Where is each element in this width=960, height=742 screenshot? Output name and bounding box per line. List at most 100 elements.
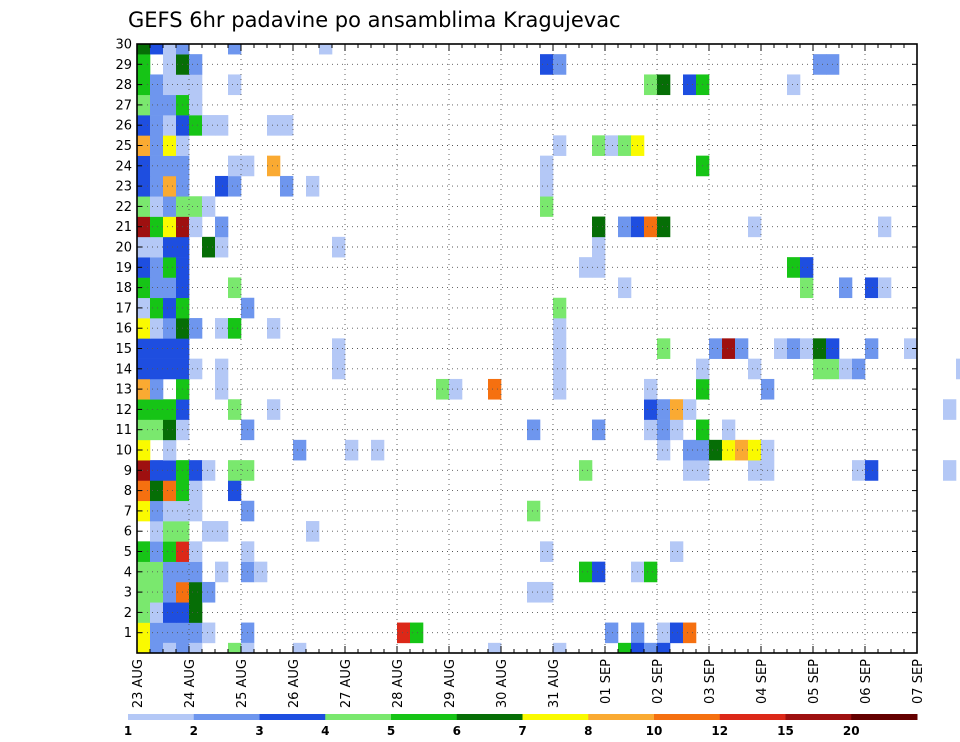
y-tick-label: 27 — [115, 98, 132, 113]
heatmap-cell — [150, 419, 164, 441]
heatmap-cell — [163, 642, 177, 654]
heatmap-cell — [150, 257, 164, 278]
y-tick-label: 11 — [115, 423, 132, 438]
heatmap-cell — [202, 236, 216, 258]
heatmap-cell — [748, 358, 762, 380]
heatmap-cell — [137, 460, 151, 481]
heatmap-cell — [865, 460, 879, 481]
heatmap-cell — [254, 561, 268, 583]
x-tick-label: 27 AUG — [339, 659, 354, 708]
heatmap-cell — [800, 338, 814, 359]
colorbar-label: 2 — [190, 724, 198, 738]
heatmap-cell — [683, 399, 697, 420]
heatmap-cell — [163, 74, 177, 96]
heatmap-cell — [527, 581, 541, 603]
heatmap-cell — [163, 521, 177, 542]
heatmap-cell — [137, 155, 151, 177]
colorbar-label: 10 — [646, 724, 663, 738]
heatmap-cell — [189, 74, 203, 96]
heatmap-cell — [150, 196, 164, 217]
heatmap-cell — [579, 460, 593, 481]
heatmap-cell — [813, 338, 827, 359]
y-tick-label: 30 — [115, 38, 132, 53]
x-tick-label: 30 AUG — [495, 659, 510, 708]
heatmap-cell — [163, 561, 177, 583]
colorbar-segment — [851, 714, 918, 720]
heatmap-cell — [163, 480, 177, 502]
x-tick-label: 31 AUG — [547, 659, 562, 708]
heatmap-cell — [228, 155, 242, 177]
heatmap-cell — [657, 622, 671, 644]
colorbar-label: 7 — [518, 724, 526, 738]
heatmap-cell — [150, 521, 164, 542]
heatmap-cell — [150, 602, 164, 623]
heatmap-cell — [150, 135, 164, 156]
y-tick-label: 16 — [115, 322, 132, 337]
heatmap-cell — [150, 94, 164, 116]
heatmap-cell — [280, 115, 294, 136]
y-tick-label: 29 — [115, 58, 132, 73]
heatmap-cell — [800, 277, 814, 299]
heatmap-cell — [163, 541, 177, 562]
heatmap-cell — [189, 642, 203, 654]
heatmap-cell — [150, 236, 164, 258]
heatmap-cell — [150, 297, 164, 319]
heatmap-cell — [553, 297, 567, 319]
heatmap-cell — [397, 622, 411, 644]
heatmap-cell — [956, 358, 960, 380]
heatmap-cell — [657, 642, 671, 654]
heatmap-cell — [332, 338, 346, 359]
y-tick-label: 28 — [115, 78, 132, 93]
heatmap-cell — [137, 257, 151, 278]
x-tick-label: 01 SEP — [599, 659, 614, 704]
heatmap-cell — [163, 236, 177, 258]
heatmap-cell — [150, 541, 164, 562]
heatmap-cell — [657, 419, 671, 441]
x-tick-label: 25 AUG — [235, 659, 250, 708]
heatmap-cell — [189, 196, 203, 217]
heatmap-cell — [215, 521, 229, 542]
x-tick-label: 02 SEP — [651, 659, 666, 704]
heatmap-cell — [137, 602, 151, 623]
colorbar-segment — [588, 714, 655, 720]
heatmap-cell — [137, 175, 151, 197]
heatmap-cell — [215, 115, 229, 136]
y-tick-label: 5 — [124, 545, 132, 560]
heatmap-cell — [189, 460, 203, 481]
heatmap-cell — [644, 378, 658, 400]
heatmap-cell — [293, 439, 307, 461]
heatmap-cell — [137, 561, 151, 583]
heatmap-cell — [137, 642, 151, 654]
heatmap-cell — [215, 358, 229, 380]
heatmap-cell — [657, 399, 671, 420]
heatmap-cell — [137, 135, 151, 156]
heatmap-cell — [618, 216, 632, 238]
heatmap-cell — [592, 216, 606, 238]
heatmap-cell — [150, 277, 164, 299]
heatmap-cell — [189, 216, 203, 238]
heatmap-cell — [735, 439, 749, 461]
heatmap-cell — [150, 216, 164, 238]
x-tick-label: 29 AUG — [443, 659, 458, 708]
heatmap-cell — [332, 358, 346, 380]
colorbar-segment — [259, 714, 326, 720]
heatmap-cell — [137, 94, 151, 116]
heatmap-cell — [189, 561, 203, 583]
heatmap-cell — [943, 399, 957, 420]
heatmap-cell — [683, 622, 697, 644]
heatmap-cell — [267, 318, 281, 339]
heatmap-cell — [852, 358, 866, 380]
heatmap-cell — [163, 318, 177, 339]
heatmap-cell — [852, 460, 866, 481]
heatmap-cell — [189, 480, 203, 502]
heatmap-cell — [150, 318, 164, 339]
y-tick-label: 8 — [124, 484, 132, 499]
heatmap-cell — [592, 135, 606, 156]
heatmap-cell — [579, 561, 593, 583]
x-tick-label: 28 AUG — [391, 659, 406, 708]
y-tick-label: 24 — [115, 159, 132, 174]
heatmap-cell — [241, 642, 255, 654]
colorbar-label: 8 — [584, 724, 592, 738]
heatmap-cell — [137, 358, 151, 380]
heatmap-cell — [163, 277, 177, 299]
